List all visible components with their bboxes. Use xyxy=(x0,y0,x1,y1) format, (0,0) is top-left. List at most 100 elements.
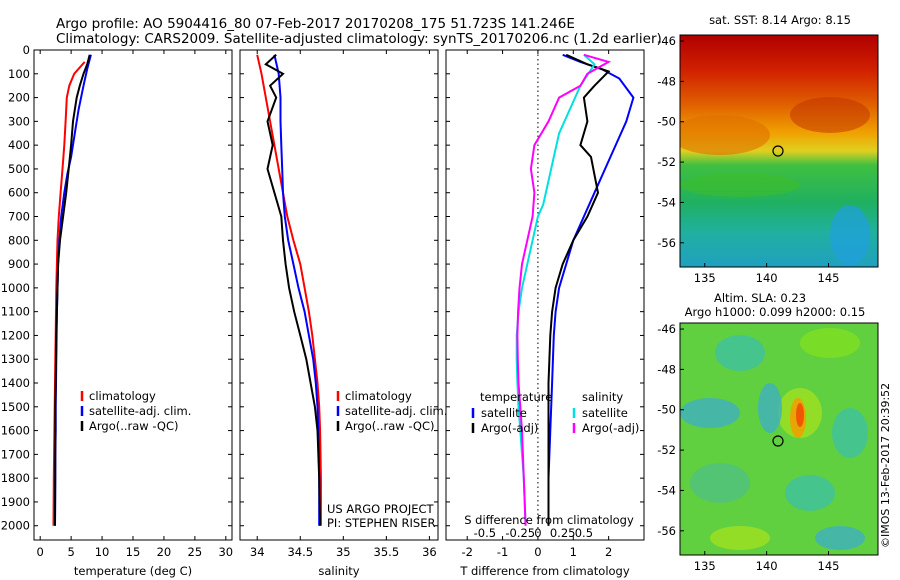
salinity-panel-frame xyxy=(239,49,439,541)
depth-tick-label: 700 xyxy=(8,210,30,224)
climatology-subtitle: Climatology: CARS2009. Satellite-adjuste… xyxy=(56,31,662,47)
depth-tick-label: 1300 xyxy=(1,352,30,366)
legend-entry: climatology xyxy=(345,389,412,403)
temperature-axis-label: temperature (deg C) xyxy=(74,564,192,578)
depth-tick-label: 600 xyxy=(8,186,30,200)
x-tick-label: 15 xyxy=(126,545,141,559)
series-line-temperature-satellite xyxy=(547,53,635,526)
x-tick-label: 34 xyxy=(250,545,265,559)
sla-heatmap-image xyxy=(680,323,878,555)
legend-entry: Argo(..raw -QC) xyxy=(345,419,435,433)
depth-tick-label: 300 xyxy=(8,114,30,128)
legend-entry: Argo(-adj) xyxy=(481,421,538,435)
depth-tick-label: 1600 xyxy=(1,424,30,438)
pi-annotation: PI: STEPHEN RISER xyxy=(327,516,436,530)
depth-tick-label: 1100 xyxy=(1,305,30,319)
x-tick-label: 0 xyxy=(534,545,541,559)
map-lat-label: -52 xyxy=(657,155,676,169)
x-tick-label: 0 xyxy=(37,545,44,559)
series-line-temperature-argo-adj xyxy=(547,53,611,526)
x-tick-label: 25 xyxy=(188,545,203,559)
depth-tick-label: 500 xyxy=(8,162,30,176)
x-tick-label: 34.5 xyxy=(287,545,313,559)
salinity-difference-tick-label: 0 xyxy=(534,526,541,540)
map-lon-label: 135 xyxy=(694,559,716,573)
map-lat-label: -50 xyxy=(657,115,676,129)
sst-map-title: sat. SST: 8.14 Argo: 8.15 xyxy=(709,13,851,27)
depth-tick-label: 200 xyxy=(8,91,30,105)
salinity-difference-tick-label: -0.5 xyxy=(474,526,496,540)
depth-tick-label: 2000 xyxy=(1,519,30,533)
depth-tick-label: 1700 xyxy=(1,447,30,461)
map-lat-label: -54 xyxy=(657,483,676,497)
x-tick-label: 35 xyxy=(336,545,351,559)
legend-entry: Argo(-adj) xyxy=(582,421,639,435)
map-lat-label: -46 xyxy=(657,322,676,336)
depth-tick-label: 100 xyxy=(8,67,30,81)
depth-tick-label: 1900 xyxy=(1,495,30,509)
sla-map-subtitle: Argo h1000: 0.099 h2000: 0.15 xyxy=(685,305,866,319)
legend-group-heading: temperature xyxy=(480,390,552,404)
series-line-argo-raw-qc xyxy=(264,54,322,526)
legend-entry: climatology xyxy=(89,389,156,403)
x-tick-label: 10 xyxy=(95,545,110,559)
legend-group-heading: salinity xyxy=(582,390,623,404)
depth-tick-label: 1800 xyxy=(1,471,30,485)
map-lat-label: -48 xyxy=(657,74,676,88)
sst-map-panel: sat. SST: 8.14 Argo: 8.15 135 140 145 -46 -4… xyxy=(657,13,879,285)
salinity-profile-panel: 34 34.5 35 35.5 36 salinity climatologysatelli… xyxy=(239,49,447,578)
sst-map-frame xyxy=(679,34,879,268)
map-lat-label: -50 xyxy=(657,403,676,417)
series-line-satellite-adj-clim xyxy=(273,54,321,526)
depth-tick-label: 0 xyxy=(23,43,30,57)
legend-entry: satellite xyxy=(582,406,628,420)
depth-tick-label: 800 xyxy=(8,233,30,247)
map-lat-label: -54 xyxy=(657,195,676,209)
map-lat-label: -56 xyxy=(657,524,676,538)
legend-entry: satellite-adj. clim. xyxy=(345,404,447,418)
x-tick-label: 30 xyxy=(218,545,233,559)
temperature-profile-panel: 0 5 10 15 20 25 300100200300400500600700800900… xyxy=(1,43,233,578)
series-line-salinity-satellite xyxy=(515,54,596,526)
salinity-difference-tick-label: -0.25 xyxy=(505,526,535,540)
map-lon-label: 145 xyxy=(818,559,840,573)
x-tick-label: 2 xyxy=(605,545,612,559)
sst-float-marker xyxy=(772,145,784,157)
depth-tick-label: 1500 xyxy=(1,400,30,414)
map-lat-label: -46 xyxy=(657,34,676,48)
legend-entry: Argo(..raw -QC) xyxy=(89,419,179,433)
series-line-salinity-argo-adj xyxy=(516,53,612,526)
x-tick-label: 5 xyxy=(67,545,74,559)
x-tick-label: -2 xyxy=(461,545,472,559)
pi-annotation: US ARGO PROJECT xyxy=(327,502,435,516)
salinity-difference-tick-label: 0.25 xyxy=(550,526,576,540)
legend-entry: satellite xyxy=(481,406,527,420)
sla-map-panel: Altim. SLA: 0.23 Argo h1000: 0.099 h2000… xyxy=(657,291,879,573)
temperature-panel-frame xyxy=(33,49,233,541)
depth-tick-label: 1400 xyxy=(1,376,30,390)
sla-float-marker xyxy=(772,435,784,447)
salinity-axis-label: salinity xyxy=(318,564,359,578)
difference-panel-frame xyxy=(445,49,645,541)
sla-map-title: Altim. SLA: 0.23 xyxy=(714,291,806,305)
legend-entry: satellite-adj. clim. xyxy=(89,404,191,418)
map-lat-label: -56 xyxy=(657,236,676,250)
x-tick-label: 36 xyxy=(422,545,437,559)
map-lon-label: 145 xyxy=(818,271,840,285)
depth-tick-label: 1200 xyxy=(1,328,30,342)
depth-tick-label: 1000 xyxy=(1,281,30,295)
x-tick-label: 1 xyxy=(570,545,577,559)
map-lon-label: 135 xyxy=(694,271,716,285)
map-lat-label: -48 xyxy=(657,362,676,376)
x-tick-label: 35.5 xyxy=(374,545,400,559)
x-tick-label: -1 xyxy=(497,545,508,559)
x-tick-label: 20 xyxy=(157,545,172,559)
imos-timestamp: ©IMOS 13-Feb-2017 20:39:52 xyxy=(879,383,892,548)
map-lat-label: -52 xyxy=(657,443,676,457)
depth-tick-label: 400 xyxy=(8,138,30,152)
profile-title: Argo profile: AO 5904416_80 07-Feb-2017 … xyxy=(56,16,575,32)
series-line-argo-raw-qc xyxy=(54,54,91,526)
depth-tick-label: 900 xyxy=(8,257,30,271)
sst-heatmap-image xyxy=(680,35,878,267)
